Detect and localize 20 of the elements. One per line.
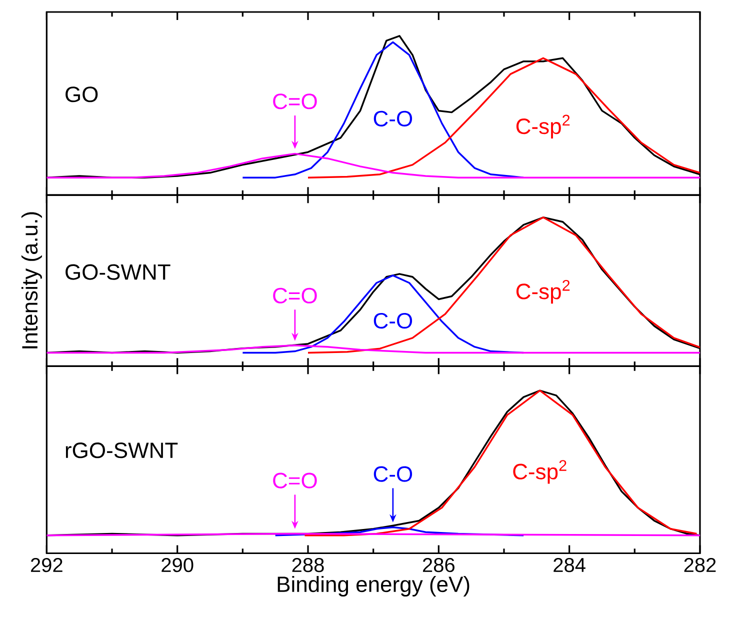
series-label: C-O (374, 110, 412, 126)
series-label: C-sp$^{2}$ (516, 114, 570, 138)
x-tick-label: 282 (684, 558, 716, 572)
y-axis-title: Intensity (a.u.) (21, 212, 42, 348)
x-tick-label: 290 (162, 558, 194, 572)
series-label: C-O (374, 312, 412, 328)
text: GO (66, 86, 98, 102)
series-label: C-sp$^{2}$ (516, 280, 570, 304)
x-tick-label: 286 (422, 558, 454, 572)
x-tick-label: 284 (554, 558, 586, 572)
text: C=O (273, 93, 317, 110)
text: C-O (374, 466, 412, 482)
series-label: C=O (273, 288, 317, 304)
x-tick-label: 292 (30, 558, 62, 572)
text: GO-SWNT (66, 264, 170, 280)
x-axis-title: Binding energy (eV) (278, 576, 470, 596)
text: C=O (273, 472, 317, 488)
text: rGO-SWNT (66, 442, 178, 458)
x-tick-label: 288 (292, 558, 324, 572)
series-label: C-sp$^{2}$ (513, 460, 566, 484)
